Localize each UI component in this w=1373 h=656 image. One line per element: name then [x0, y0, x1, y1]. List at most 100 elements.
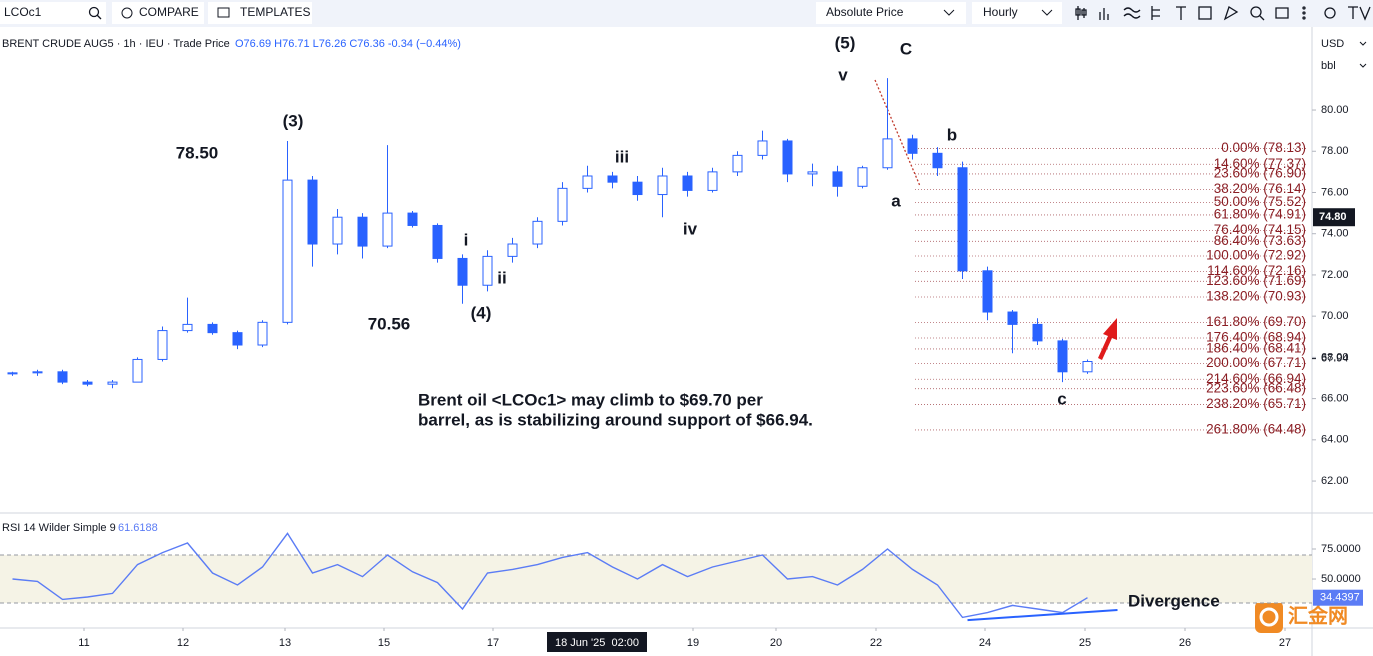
x-tick-label: 15: [378, 637, 390, 649]
last-price: 67.94: [1321, 353, 1349, 365]
scale-mode[interactable]: Absolute Price: [826, 5, 904, 19]
y-tick-label: 66.00: [1321, 393, 1349, 405]
candle-body: [982, 270, 993, 313]
search-icon: [96, 14, 102, 20]
x-tick-label: 13: [279, 637, 291, 649]
fib-label: 100.00% (72.92): [1206, 248, 1306, 263]
crosshair-price: 74.80: [1319, 211, 1347, 223]
x-tick-label: 11: [78, 637, 89, 649]
candle-body: [457, 257, 468, 286]
crosshair-time-box: [547, 632, 647, 652]
toolbar: [0, 0, 1373, 27]
templates-icon: [217, 7, 230, 18]
wave-label: iii: [615, 147, 629, 166]
x-tick-label: 25: [1079, 637, 1091, 649]
interval-dropdown[interactable]: [972, 2, 1062, 24]
candle-body: [107, 381, 118, 385]
candle-body: [782, 140, 793, 175]
x-tick-label: 20: [770, 637, 782, 649]
candle-body: [32, 371, 43, 374]
x-tick-label: 26: [1179, 637, 1191, 649]
fib-label: 200.00% (67.71): [1206, 355, 1306, 370]
tool-icons[interactable]: [1075, 6, 1371, 21]
x-tick-label: 12: [177, 637, 189, 649]
templates-button[interactable]: [208, 2, 312, 24]
y-tick-label: 78.00: [1321, 145, 1349, 157]
candle-body: [882, 138, 893, 169]
compare-button[interactable]: [112, 2, 204, 24]
candle-body: [582, 175, 593, 189]
fib-label: 238.20% (65.71): [1206, 396, 1306, 411]
up-arrow: [1098, 318, 1117, 360]
rsi-line: [12, 532, 1088, 619]
candle-body: [857, 167, 868, 187]
fib-label: 23.60% (76.90): [1214, 165, 1306, 180]
interval[interactable]: Hourly: [983, 5, 1018, 19]
compare-icon: [121, 7, 133, 19]
candle-body: [57, 371, 68, 383]
candle-body: [157, 330, 168, 360]
candle-body: [907, 138, 918, 154]
candle-body: [932, 152, 943, 169]
y-tick-label: 72.00: [1321, 269, 1349, 281]
symbol-box[interactable]: [0, 2, 106, 24]
x-tick-label: 22: [870, 637, 882, 649]
unit[interactable]: bbl: [1321, 60, 1336, 72]
candle-body: [182, 323, 193, 332]
note: Brent oil <LCOc1> may climb to $69.70 pe…: [418, 390, 763, 409]
wave-label: ii: [497, 268, 506, 287]
candle-body: [682, 175, 693, 191]
fib-label: 223.60% (66.48): [1206, 380, 1306, 395]
watermark-logo: [1259, 607, 1279, 627]
candle-body: [332, 216, 343, 245]
candle-body: [1082, 361, 1093, 373]
note: barrel, as is stabilizing around support…: [418, 410, 813, 429]
candle-body: [832, 171, 843, 187]
candle-body: [957, 167, 968, 272]
currency[interactable]: USD: [1321, 38, 1344, 50]
dropdown-arrow: [1041, 9, 1053, 16]
y-tick-label: 68.00: [1321, 351, 1349, 363]
wave-label: (3): [283, 111, 304, 130]
candle-body: [132, 358, 143, 383]
x-tick-label: 27: [1279, 637, 1291, 649]
fib-label: 76.40% (74.15): [1214, 222, 1306, 237]
templates-label[interactable]: TEMPLATES: [240, 5, 310, 19]
fib-label: 114.60% (72.16): [1207, 263, 1306, 278]
candle-body: [207, 323, 218, 334]
rsi-title: RSI 14 Wilder Simple 9: [2, 522, 116, 534]
divergence-label: Divergence: [1128, 591, 1220, 610]
wave-label: v: [838, 65, 848, 84]
crosshair-time: 18 Jun '25 02:00: [555, 637, 639, 649]
candle-body: [557, 187, 568, 222]
wave-label: 70.56: [368, 314, 411, 333]
search-icon[interactable]: [88, 6, 100, 18]
fib-label: 214.60% (66.94): [1206, 371, 1306, 386]
candle-body: [307, 179, 318, 245]
wave-label: a: [891, 191, 901, 210]
candle-body: [757, 140, 768, 156]
y-tick-label: 64.00: [1321, 434, 1349, 446]
trend-line: [874, 79, 921, 187]
compare-label[interactable]: COMPARE: [139, 5, 199, 19]
wave-label: iv: [683, 219, 698, 238]
unit-arrows: [1359, 41, 1367, 68]
scale-dropdown[interactable]: [816, 2, 966, 24]
series-title: BRENT CRUDE AUG5 · 1h · IEU · Trade Pric…: [2, 38, 230, 50]
fib-label: 86.40% (73.63): [1214, 233, 1306, 248]
fib-label: 138.20% (70.93): [1206, 289, 1306, 304]
wave-label: c: [1057, 389, 1066, 408]
fib-label: 123.60% (71.69): [1206, 273, 1306, 288]
symbol[interactable]: LCOc1: [4, 5, 42, 19]
candle-body: [1032, 323, 1043, 342]
fib-label: 261.80% (64.48): [1206, 421, 1306, 436]
divergence-line: [967, 608, 1118, 622]
wave-label: b: [947, 125, 957, 144]
fib-label: 186.40% (68.41): [1206, 340, 1306, 355]
rsi-band: [0, 555, 1312, 604]
x-tick-label: 17: [487, 637, 499, 649]
watermark: 汇金网: [1288, 603, 1348, 627]
candle-body: [707, 171, 718, 191]
crosshair-price-box: [1313, 208, 1355, 227]
